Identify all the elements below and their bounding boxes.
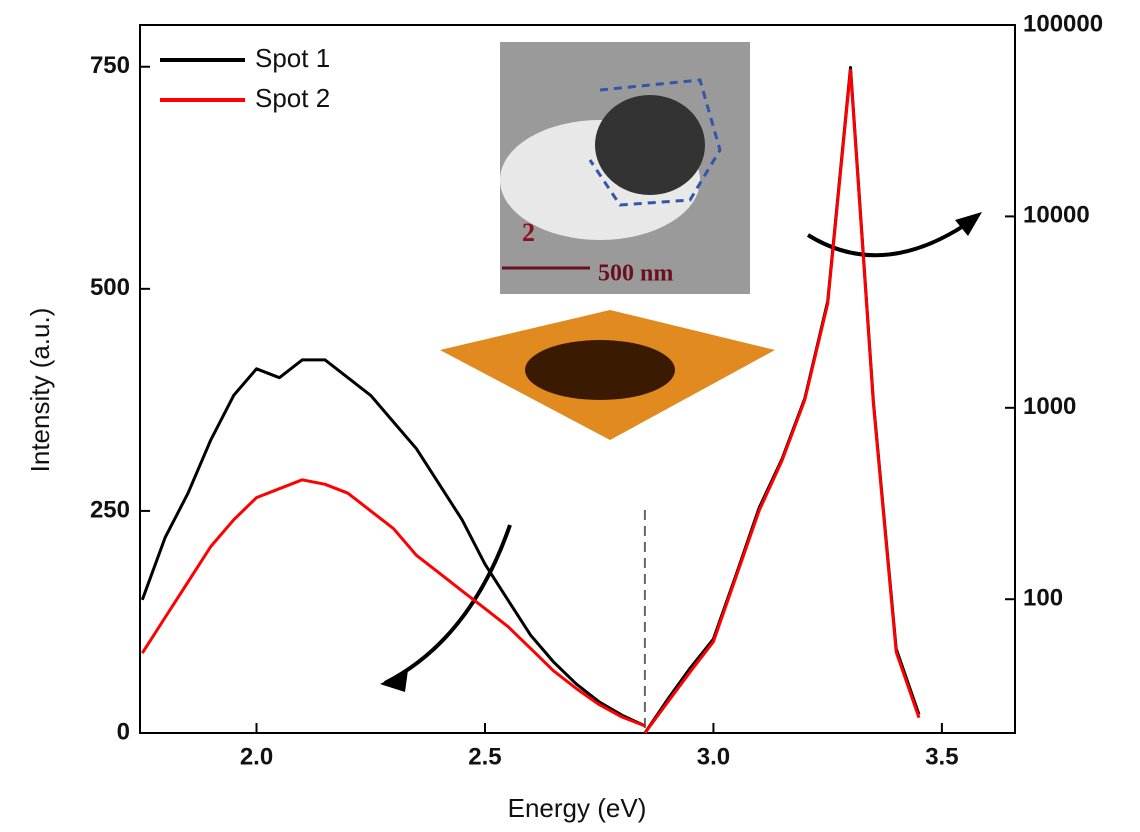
x-tick-label: 2.5 (468, 743, 501, 770)
y-axis-label: Intensity (a.u.) (25, 308, 55, 473)
y2-tick-label: 10000 (1023, 202, 1090, 229)
insets (380, 42, 982, 692)
y-tick-label: 500 (90, 274, 130, 301)
x-tick-label: 3.0 (697, 743, 730, 770)
arrow-right-head (955, 212, 982, 236)
series-line (140, 358, 646, 728)
arrow-left-head (380, 670, 408, 692)
sem-hole (595, 95, 705, 195)
sem-outline (588, 78, 722, 207)
x-tick-label: 3.5 (925, 743, 958, 770)
y-tick-label: 0 (117, 718, 130, 745)
legend-label: Spot 2 (255, 83, 330, 113)
afm-hole (525, 340, 675, 400)
y2-tick-label: 100000 (1023, 10, 1103, 37)
y-tick-label: 250 (90, 496, 130, 523)
arrow-left (384, 524, 512, 685)
scale-label: 500 nm (598, 261, 673, 287)
y2-tick-label: 100 (1023, 585, 1063, 612)
y-tick-label: 750 (90, 52, 130, 79)
arrow-right (806, 223, 967, 258)
inset-label: 2 (522, 218, 535, 247)
series-line (643, 68, 921, 734)
x-tick-label: 2.0 (240, 743, 273, 770)
legend-label: Spot 1 (255, 43, 330, 73)
x-axis-label: Energy (eV) (508, 793, 647, 823)
y2-tick-label: 1000 (1023, 393, 1076, 420)
series-line (141, 478, 646, 728)
plot-frame (139, 24, 1016, 734)
